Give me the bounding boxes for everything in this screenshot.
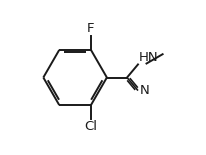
Text: N: N bbox=[139, 84, 149, 97]
Text: Cl: Cl bbox=[84, 120, 97, 133]
Text: F: F bbox=[87, 22, 95, 35]
Text: HN: HN bbox=[139, 51, 158, 64]
